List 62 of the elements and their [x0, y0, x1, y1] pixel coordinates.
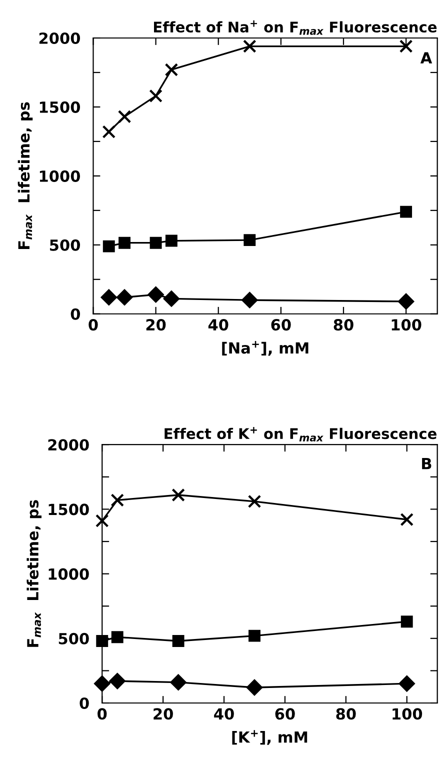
- y-tick-label: 0: [80, 697, 89, 710]
- chart-title: Effect of K$^{+}$ on F$_{max}$ Fluorescence: [164, 426, 436, 442]
- x-tick-label: 40: [214, 708, 234, 720]
- x-tick-label: 20: [154, 708, 173, 720]
- point: [399, 40, 413, 53]
- point: [398, 676, 415, 692]
- point: [400, 206, 412, 218]
- point: [244, 234, 256, 246]
- x-tick-label: 0: [98, 708, 107, 720]
- x-tick-label: 100: [392, 319, 422, 331]
- chart-title: Effect of Na$^{+}$ on F$_{max}$ Fluorescence: [154, 20, 437, 35]
- point: [102, 125, 116, 138]
- y-axis-title: F$_{max}$ Lifetime, ps: [18, 102, 33, 250]
- point: [118, 236, 130, 249]
- y-tick-label: 1500: [40, 101, 80, 113]
- x-axis-title: [K$^{+}$], mM: [232, 730, 308, 745]
- point: [149, 89, 162, 103]
- x-tick-label: 20: [146, 319, 166, 331]
- y-axis-title: F$_{max}$ Lifetime, ps: [26, 500, 42, 647]
- x-tick-label: 60: [275, 708, 295, 720]
- point: [102, 240, 115, 252]
- point: [400, 616, 413, 628]
- point: [110, 493, 124, 507]
- y-tick-label: 1000: [48, 568, 89, 580]
- annotation: B: [422, 458, 432, 470]
- y-tick-label: 0: [70, 308, 80, 320]
- point: [400, 512, 414, 526]
- x-tick-label: 80: [336, 708, 356, 720]
- x-axis-title: [Na$^{+}$], mM: [222, 340, 308, 356]
- point: [170, 674, 186, 690]
- point: [163, 290, 180, 307]
- point: [148, 286, 164, 303]
- point: [246, 680, 262, 696]
- y-tick-label: 1000: [40, 170, 80, 182]
- point: [118, 110, 132, 124]
- x-tick-label: 60: [271, 319, 291, 331]
- x-tick-label: 0: [88, 319, 98, 331]
- point: [172, 488, 185, 502]
- point: [248, 494, 262, 508]
- point: [94, 676, 110, 692]
- y-tick-label: 2000: [39, 32, 80, 44]
- point: [172, 635, 184, 647]
- point: [248, 630, 260, 642]
- point: [111, 631, 124, 644]
- point: [109, 673, 126, 690]
- y-tick-label: 500: [58, 632, 89, 644]
- point: [164, 63, 178, 76]
- annotation: A: [420, 52, 432, 64]
- y-tick-label: 1500: [48, 504, 89, 516]
- point: [165, 234, 178, 247]
- x-tick-label: 100: [392, 708, 422, 720]
- point: [100, 289, 117, 306]
- x-tick-label: 80: [334, 319, 354, 331]
- y-tick-label: 500: [50, 239, 80, 251]
- y-tick-label: 2000: [48, 439, 89, 451]
- point: [116, 289, 133, 306]
- point: [398, 293, 414, 310]
- point: [150, 236, 162, 249]
- point: [242, 40, 256, 53]
- point: [242, 292, 258, 308]
- point: [95, 514, 109, 528]
- x-tick-label: 40: [208, 319, 228, 331]
